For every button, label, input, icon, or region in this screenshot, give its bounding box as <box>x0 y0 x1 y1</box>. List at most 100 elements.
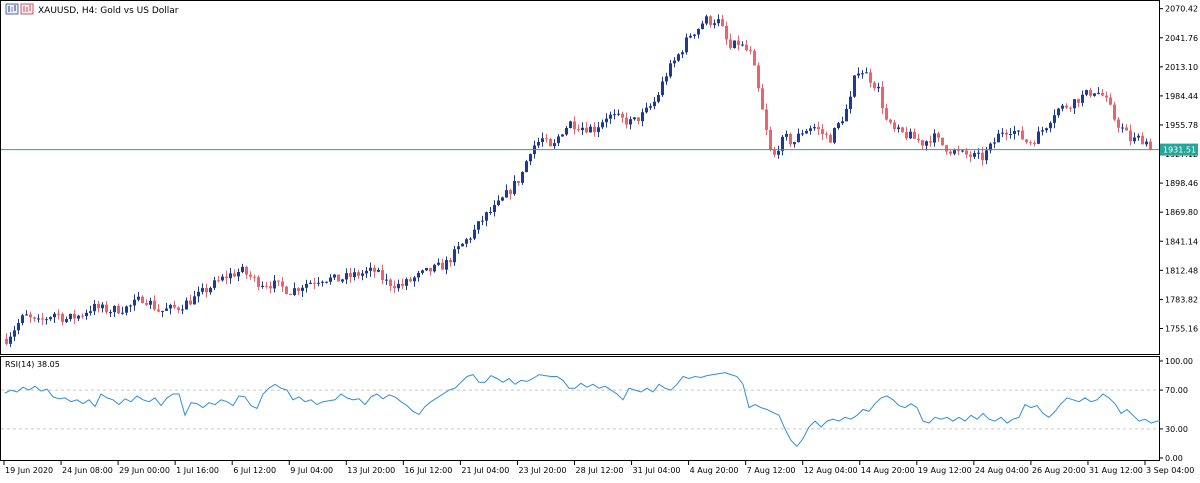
candle-body <box>89 311 92 313</box>
candle-body <box>541 138 544 142</box>
candle-body <box>441 262 444 270</box>
price-tick-label: 1955.78 <box>1165 121 1198 130</box>
candle-body <box>21 315 24 324</box>
candle-body <box>1025 139 1028 143</box>
rsi-y-axis: 100.00 70.00 30.00 0.00 <box>1159 357 1193 463</box>
price-tick-label: 1783.82 <box>1165 295 1198 304</box>
candle-body <box>365 270 368 274</box>
candle-body <box>821 129 824 135</box>
candle-body <box>649 106 652 108</box>
candle-body <box>753 50 756 66</box>
candle-body <box>301 287 304 291</box>
candle-body <box>1041 130 1044 132</box>
candle-body <box>897 127 900 130</box>
candle-body <box>657 95 660 102</box>
candle-body <box>925 141 928 146</box>
candle-body <box>185 300 188 310</box>
candle-body <box>969 154 972 157</box>
candle-body <box>997 133 1000 143</box>
candlestick-series <box>5 14 1152 348</box>
candle-body <box>357 272 360 276</box>
candle-body <box>9 336 12 344</box>
time-tick-label: 7 Aug 12:00 <box>747 466 796 475</box>
candle-body <box>585 127 588 133</box>
candle-body <box>529 154 532 162</box>
time-tick-label: 19 Aug 12:00 <box>918 466 972 475</box>
time-tick-label: 14 Aug 20:00 <box>861 466 915 475</box>
candle-body <box>609 114 612 119</box>
candle-body <box>33 317 36 319</box>
candle-body <box>869 72 872 83</box>
candle-body <box>269 286 272 289</box>
candle-body <box>41 318 44 320</box>
candle-body <box>337 274 340 282</box>
candle-body <box>297 288 300 291</box>
price-tick-label: 1755.16 <box>1165 324 1198 333</box>
candle-body <box>545 138 548 140</box>
candle-body <box>765 109 768 130</box>
candle-body <box>833 128 836 143</box>
candle-body <box>837 123 840 129</box>
candle-body <box>917 138 920 141</box>
candle-body <box>37 318 40 320</box>
candle-body <box>681 52 684 55</box>
candle-body <box>989 143 992 151</box>
candle-body <box>1093 93 1096 96</box>
candle-body <box>1149 141 1152 150</box>
candle-body <box>669 63 672 77</box>
rsi-title: RSI(14) 38.05 <box>5 360 60 369</box>
candle-body <box>253 276 256 278</box>
current-price-tag <box>1160 143 1198 156</box>
candle-body <box>661 81 664 96</box>
candle-body <box>57 313 60 315</box>
candle-body <box>1045 128 1048 131</box>
candle-body <box>177 307 180 310</box>
candle-body <box>749 50 752 52</box>
candle-body <box>789 133 792 145</box>
candle-body <box>953 150 956 154</box>
candle-body <box>373 267 376 272</box>
candle-body <box>109 312 112 314</box>
candle-body <box>225 276 228 279</box>
time-tick-label: 13 Jul 20:00 <box>347 466 395 475</box>
candle-body <box>101 304 104 309</box>
candle-body <box>293 288 296 295</box>
candle-body <box>829 134 832 143</box>
candle-body <box>1005 132 1008 135</box>
candle-body <box>633 117 636 120</box>
price-tick-label: 1841.14 <box>1165 237 1198 246</box>
candle-body <box>1009 133 1012 135</box>
chart-window-icon <box>5 3 34 15</box>
candle-body <box>85 312 88 317</box>
time-tick-label: 31 Jul 04:00 <box>633 466 681 475</box>
time-tick-label: 6 Jul 12:00 <box>233 466 276 475</box>
time-tick-label: 19 Jun 2020 <box>5 466 53 475</box>
candle-body <box>653 101 656 107</box>
candle-body <box>81 315 84 317</box>
candle-body <box>141 296 144 304</box>
candle-body <box>481 220 484 222</box>
candle-body <box>697 28 700 35</box>
candle-body <box>617 113 620 115</box>
candle-body <box>25 314 28 316</box>
rsi-tick-label: 0.00 <box>1165 454 1183 463</box>
candle-body <box>445 260 448 270</box>
candle-body <box>329 277 332 282</box>
candle-body <box>265 285 268 287</box>
candle-body <box>1065 105 1068 108</box>
candle-body <box>1137 135 1140 138</box>
candle-body <box>601 122 604 128</box>
candle-body <box>597 127 600 133</box>
candle-body <box>377 269 380 272</box>
candle-body <box>1029 142 1032 144</box>
candle-body <box>517 181 520 183</box>
candle-body <box>213 280 216 288</box>
candle-body <box>761 88 764 110</box>
candle-body <box>565 128 568 135</box>
candle-body <box>1109 97 1112 105</box>
candle-body <box>893 122 896 130</box>
candle-body <box>849 96 852 109</box>
candle-body <box>961 150 964 152</box>
rsi-panel-frame <box>0 356 1160 461</box>
candle-body <box>205 288 208 293</box>
